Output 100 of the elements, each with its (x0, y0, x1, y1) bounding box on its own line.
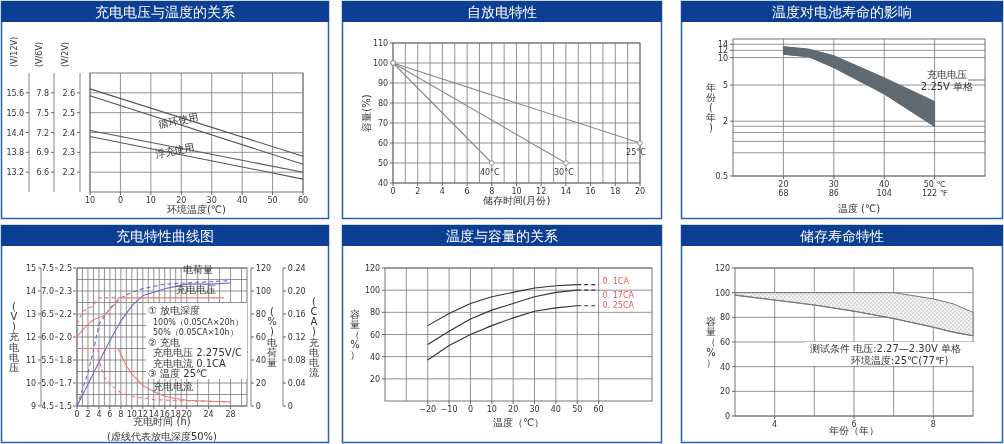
series-label: 0. 17CA (602, 291, 635, 301)
y-tick-label: 10 (26, 379, 37, 388)
y3-axis-title: (V/12V) (10, 36, 19, 67)
x-axis-title: 环境温度(℃) (166, 204, 227, 215)
x-tick-label: 0 (467, 405, 473, 414)
x-tick-label: 0 (117, 196, 123, 205)
y3-axis-title: (CA)充电电流 (309, 295, 319, 379)
x-tick-label: 20 (778, 180, 789, 189)
x-axis-title: 温度 (℃) (837, 203, 881, 214)
series-label: 0. 25CA (602, 300, 635, 310)
x-tick-label: 24 (203, 410, 214, 419)
y2-tick-label: 100 (255, 287, 272, 296)
y-axis-title: (V/2V) (61, 42, 70, 67)
x-tick-label: 6 (107, 410, 113, 419)
annotation: 测试条件 电压:2.27—2.30V 单格 (810, 343, 962, 354)
y-tick-label: 12 (26, 333, 37, 342)
y2-tick-label: 80 (255, 310, 266, 319)
text: 7.0 (41, 287, 54, 296)
y-axis-title: 容量（%） (350, 308, 360, 361)
annotation: 浮充使用 (153, 141, 196, 160)
text: (虚线代表放电深度50%) (106, 431, 218, 442)
annotation: 环境温度:25℃(77℉) (851, 355, 949, 366)
y3-tick-label: 14.4 (6, 128, 25, 138)
y-tick-label: 14 (26, 287, 37, 296)
text: 2.0 (59, 333, 72, 342)
y-tick-label: 2.3 (62, 148, 76, 158)
x2-tick-label: 104 (876, 189, 892, 198)
y-tick-label: 2.5 (62, 108, 76, 118)
x-tick-label: 0 (390, 187, 396, 196)
text: 1.8 (59, 356, 72, 365)
text: 1.7 (59, 379, 72, 388)
y3-tick-label: 0.04 (287, 379, 306, 388)
x-tick-label: 60 (297, 196, 309, 205)
y2-tick-label: 120 (255, 264, 272, 273)
x2-tick-label: 68 (778, 189, 789, 198)
y-tick-label: 20 (370, 374, 381, 384)
x-tick-label: 8 (118, 410, 124, 419)
annotation: 100%（0.05CA×20h） (153, 317, 243, 327)
x-axis-title: 储存时间(月份) (482, 195, 551, 206)
y-tick-label: 2.2 (62, 168, 76, 178)
y-tick-label: 60 (720, 338, 731, 347)
chart-title: 充电特性曲线图 (116, 228, 214, 244)
series-label: 25°C (626, 148, 647, 157)
x-tick-label: 2 (415, 187, 421, 196)
text: 5.5 (41, 356, 54, 365)
y2-tick-label: 60 (255, 333, 266, 342)
y-tick-label: 110 (372, 39, 389, 48)
y-tick-label: 13 (26, 310, 37, 319)
y2-tick-label: 7.2 (36, 128, 50, 138)
annotation: 充电电压 2.25V 单格 (920, 69, 974, 92)
series-label: 30°C (554, 168, 575, 177)
y-tick-label: 60 (370, 330, 381, 340)
x-tick-label: −10 (440, 405, 458, 414)
series-label: 电荷量 (182, 263, 213, 275)
y-axis-title: 年份(年) (706, 81, 716, 134)
x-tick-label: 10 (486, 405, 497, 414)
y-tick-label: 50 (378, 159, 389, 168)
y-tick-label: 5 (723, 80, 729, 90)
text: 5.0 (41, 379, 54, 388)
y-axis-title: 容量(%) (361, 94, 372, 132)
x-tick-label: 30 (206, 196, 217, 205)
x-tick-label: 10 (84, 196, 96, 205)
x-tick-label: 4 (96, 410, 102, 419)
y-axis-title: (V)充电电压 (9, 300, 19, 373)
text: 7.5 (41, 264, 54, 273)
x-tick-label: 50 ℃ (923, 180, 946, 189)
chart-title: 充电电压与温度的关系 (95, 4, 235, 20)
x-tick-label: 40 (879, 180, 890, 189)
annotation: ① 放电深度 (148, 305, 201, 316)
y-tick-label: 80 (378, 99, 389, 108)
text: 6.5 (41, 310, 54, 319)
x-tick-label: 40 (550, 405, 561, 414)
y-axis-title: 容量（%） (706, 316, 716, 368)
series-label: 0. 1CA (602, 276, 630, 286)
y3-tick-label: 0.12 (287, 333, 306, 342)
x-tick-label: 6 (851, 420, 857, 429)
y-tick-label: 70 (378, 119, 389, 128)
x-tick-label: 20 (634, 187, 646, 196)
x-tick-label: 10 (145, 196, 156, 205)
annotation: 50%（0.05CA×10h） (153, 328, 238, 337)
y3-tick-label: 13.2 (6, 168, 25, 178)
text: 4.5 (41, 402, 54, 411)
y-tick-label: 90 (378, 79, 389, 88)
x-axis-title: 温度（℃） (492, 417, 545, 428)
series-label: 充电电流 (152, 380, 193, 392)
y3-tick-label: 0.20 (287, 287, 306, 296)
x2-tick-label: 86 (828, 189, 839, 198)
y-tick-label: 40 (720, 362, 731, 372)
y-tick-label: 2 (723, 117, 729, 127)
y3-tick-label: 0.24 (287, 264, 306, 273)
x-tick-label: 10 (511, 187, 522, 196)
y-tick-label: 20 (720, 387, 731, 397)
chart-title: 自放电特性 (467, 4, 537, 20)
x-tick-label: 2 (85, 410, 91, 419)
y2-tick-label: 40 (255, 356, 266, 365)
chart-title: 温度与容量的关系 (446, 228, 558, 244)
chart-title: 储存寿命特性 (800, 228, 884, 244)
x-tick-label: 16 (585, 187, 596, 196)
y3-tick-label: 0.08 (287, 356, 306, 365)
x-tick-label: 18 (610, 187, 621, 196)
